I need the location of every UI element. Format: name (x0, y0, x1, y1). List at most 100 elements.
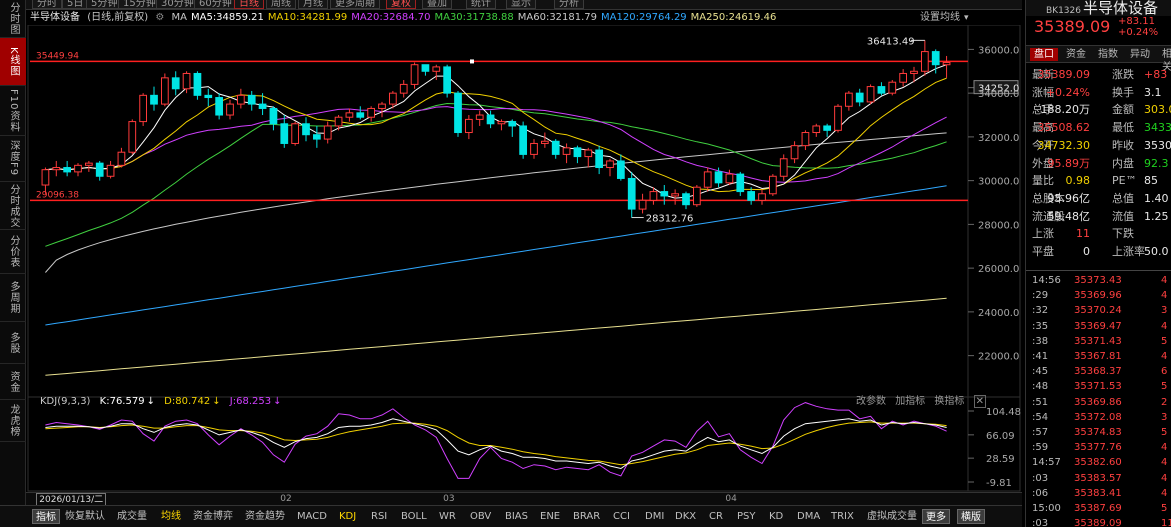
indicator-tab-4[interactable]: 资金博弈 (193, 511, 233, 522)
quote-cell: 188.20万 (1040, 103, 1091, 117)
indicator-tab-7[interactable]: KDJ (339, 511, 357, 522)
indicator-tab-9[interactable]: BOLL (401, 511, 427, 522)
quote-cell: 303.0 (1144, 103, 1171, 117)
panel-tab-2[interactable]: 指数 (1098, 49, 1118, 60)
candle-up (388, 92, 397, 105)
indicator-tab-22[interactable]: TRIX (831, 511, 854, 522)
left-tab-4[interactable]: 分时成交 (0, 182, 26, 230)
left-tab-6[interactable]: 多周期 (0, 274, 26, 322)
period-tab-6[interactable]: 日线 (234, 0, 264, 9)
tick-cell: 35377.76 (1074, 442, 1122, 454)
indicator-tab-24[interactable]: 更多 (922, 509, 950, 524)
price-axis-label: 28000.0 (978, 220, 1019, 231)
left-tab-0[interactable]: 分时图 (0, 0, 26, 38)
left-tab-label: K线图 (8, 46, 19, 77)
period-tab-13[interactable]: 显示 (506, 0, 536, 9)
candle-down (247, 94, 256, 105)
left-tab-9[interactable]: 龙虎榜 (0, 400, 26, 442)
left-tab-3[interactable]: 深度F9 (0, 136, 26, 182)
indicator-tab-15[interactable]: CCI (613, 511, 630, 522)
period-tab-7[interactable]: 周线 (266, 0, 296, 9)
candle-up (725, 173, 734, 184)
candle-up (942, 62, 951, 66)
tick-cell: :45 (1032, 366, 1049, 378)
kdj-axis-label: 28.59 (986, 454, 1015, 465)
period-tab-1[interactable]: 5日 (62, 0, 89, 9)
tick-cell: 4 (1161, 457, 1168, 469)
indicator-tab-5[interactable]: 资金趋势 (245, 511, 285, 522)
quote-cell: 34732.30 (1037, 138, 1091, 152)
panel-tab-1[interactable]: 资金 (1066, 49, 1086, 60)
indicator-tab-23[interactable]: 虚拟成交量 (867, 511, 917, 522)
indicator-tab-10[interactable]: WR (439, 511, 456, 522)
indicator-tab-13[interactable]: ENE (540, 511, 561, 522)
indicator-tab-12[interactable]: BIAS (505, 511, 528, 522)
left-tab-8[interactable]: 资金 (0, 364, 26, 400)
indicator-tab-18[interactable]: CR (709, 511, 723, 522)
switch-indicator-button[interactable]: 换指标 (934, 396, 965, 407)
period-tab-8[interactable]: 月线 (298, 0, 328, 9)
tick-row: :29 35369.96 4 (1026, 288, 1171, 304)
indicator-tab-16[interactable]: DMI (645, 511, 665, 522)
price-axis-label: 22000.0 (978, 352, 1019, 363)
indicator-tab-21[interactable]: DMA (797, 511, 821, 522)
close-icon[interactable]: ✕ (973, 395, 986, 408)
period-tab-2[interactable]: 5分钟 (86, 0, 123, 9)
left-tab-bar: 分时图 K线图 F10资料 深度F9 分时成交 分价表 多周期 多股 资金 龙虎榜 (0, 0, 26, 505)
period-tab-9[interactable]: 更多周期 (330, 0, 380, 9)
gear-icon[interactable]: ⚙ (155, 12, 165, 23)
hline-label-low: 29096.38 (36, 190, 79, 200)
indicator-tab-8[interactable]: RSI (371, 511, 388, 522)
indicator-tab-3[interactable]: 均线 (161, 511, 181, 522)
candle-down (171, 77, 180, 90)
dropdown-arrow-icon[interactable]: ▾ (964, 13, 969, 23)
last-price: 35389.09 (1034, 17, 1111, 36)
change-params-button[interactable]: 改参数 (856, 396, 886, 407)
indicator-tab-25[interactable]: 横版 (957, 509, 985, 524)
panel-tab-3[interactable]: 异动 (1130, 49, 1150, 60)
indicator-tab-20[interactable]: KD (769, 511, 784, 522)
quote-cell: 50.0 (1144, 245, 1169, 258)
indicator-tab-0[interactable]: 指标 (32, 509, 60, 524)
set-ma-button[interactable]: 设置均线 (920, 12, 960, 23)
quote-cell: 下跌 (1112, 227, 1134, 241)
panel-tab-0[interactable]: 盘口 (1030, 48, 1058, 61)
indicator-tab-17[interactable]: DKX (675, 511, 697, 522)
indicator-tab-14[interactable]: BRAR (573, 511, 601, 522)
tick-row: :45 35368.37 6 (1026, 364, 1171, 380)
indicator-tab-6[interactable]: MACD (297, 511, 327, 522)
indicator-tab-2[interactable]: 成交量 (117, 511, 147, 522)
candle-up (768, 175, 777, 195)
add-indicator-button[interactable]: 加指标 (895, 396, 926, 407)
tick-cell: :48 (1032, 381, 1049, 393)
left-tab-5[interactable]: 分价表 (0, 230, 26, 274)
quote-cell: 最新 (1032, 68, 1054, 81)
quote-cell: 最低 (1112, 121, 1134, 135)
period-tab-11[interactable]: 叠加 (422, 0, 452, 9)
left-tab-7[interactable]: 多股 (0, 322, 26, 364)
candle-down (443, 66, 452, 94)
indicator-tab-19[interactable]: PSY (737, 511, 756, 522)
period-tab-0[interactable]: 分时 (32, 0, 62, 9)
quote-cell: PE™ (1112, 174, 1137, 188)
period-tab-3[interactable]: 15分钟 (118, 0, 161, 9)
left-tab-2[interactable]: F10资料 (0, 86, 26, 136)
tick-cell: 35383.41 (1074, 487, 1122, 499)
left-tab-1[interactable]: K线图 (0, 38, 26, 86)
period-tab-5[interactable]: 60分钟 (194, 0, 237, 9)
candle-up (160, 77, 169, 105)
tick-cell: :54 (1032, 411, 1049, 423)
period-tab-14[interactable]: 分析 (554, 0, 584, 9)
panel-tab-4[interactable]: 相关 (1162, 49, 1171, 73)
kdj-k-line (45, 418, 947, 470)
period-tab-12[interactable]: 统计 (466, 0, 496, 9)
period-tab-4[interactable]: 30分钟 (156, 0, 199, 9)
indicator-tab-11[interactable]: OBV (470, 511, 492, 522)
tick-row: :03 35389.09 11 (1026, 516, 1171, 527)
indicator-tab-1[interactable]: 恢复默认 (65, 511, 105, 522)
candle-up (866, 86, 875, 103)
candle-up (584, 149, 593, 158)
period-tab-10[interactable]: 复权 (386, 0, 416, 9)
candle-up (236, 94, 245, 105)
